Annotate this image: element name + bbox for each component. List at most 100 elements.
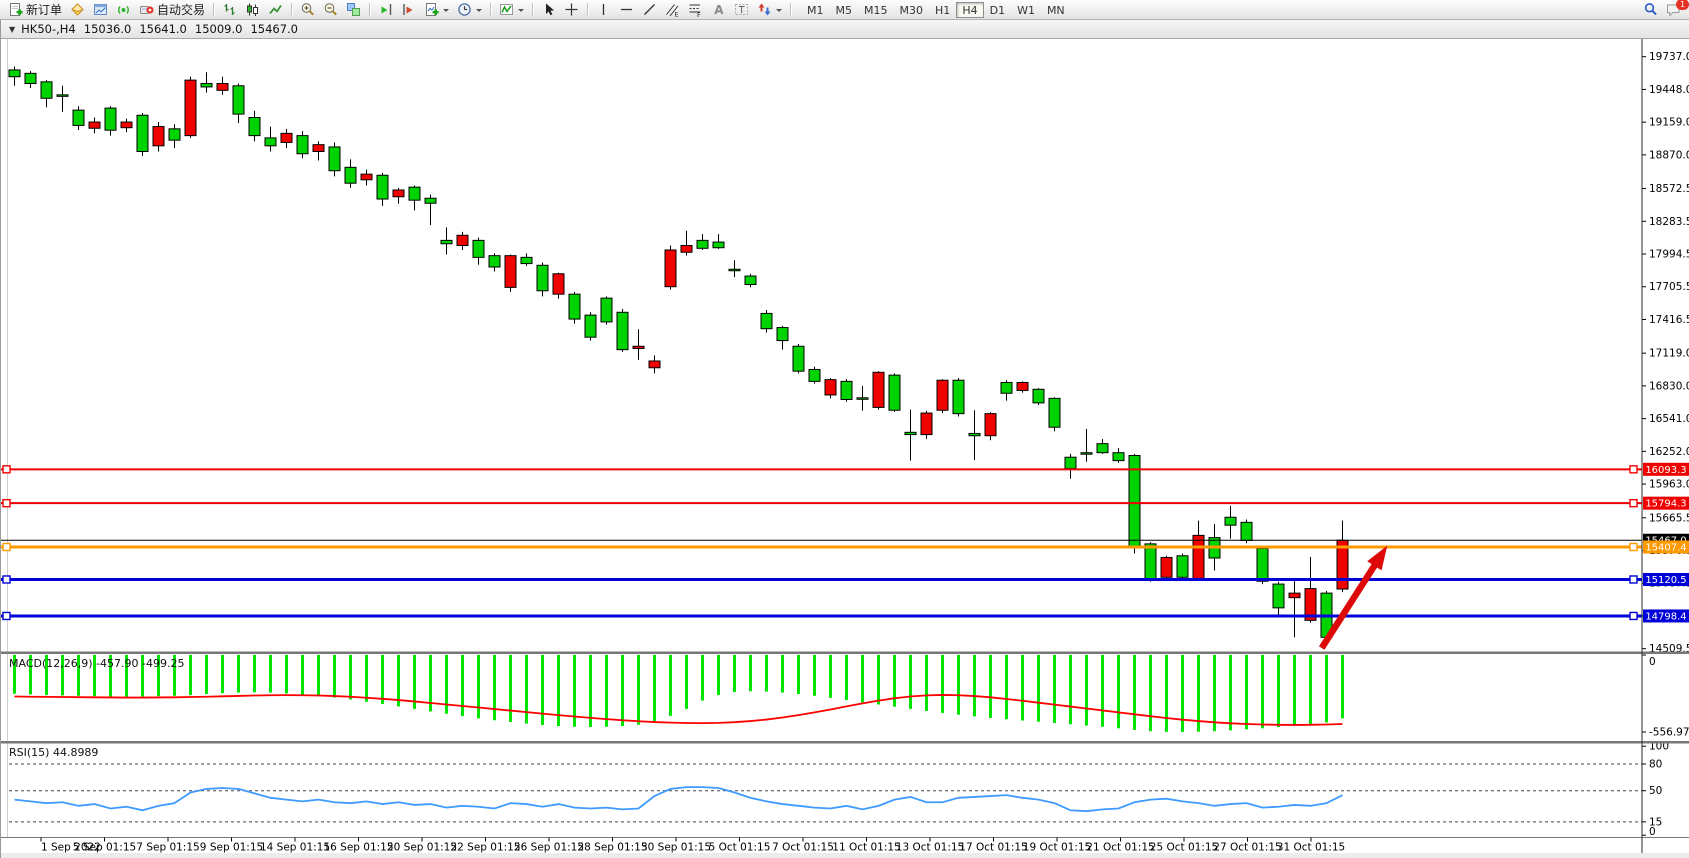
candle-body [504,255,517,288]
candle [600,296,613,325]
equidistant-channel-button[interactable]: E [661,1,684,19]
timeframe-button-w1[interactable]: W1 [1011,2,1041,18]
signals-button[interactable] [112,1,135,19]
macd-bar [1261,655,1264,729]
price-badge-label: 14798.4 [1645,611,1686,622]
cursor-icon [546,3,555,16]
arrow-objects-icon [758,3,771,16]
trendline-button[interactable] [638,1,661,19]
pane-separator[interactable] [1,741,1689,744]
candle [8,66,21,86]
bar-chart-button[interactable] [218,1,241,19]
line-anchor[interactable] [2,498,11,508]
rsi-axis-label: 100 [1649,741,1669,753]
date-axis-label: 9 Sep 01:15 [200,842,263,854]
line-anchor[interactable] [1629,611,1638,621]
scroll-to-end-icon [381,4,392,15]
macd-bar [189,655,192,696]
indicators-icon [500,4,514,15]
candlestick-chart-button[interactable] [241,1,264,19]
macd-bar [349,655,352,700]
timeframe-button-d1[interactable]: D1 [984,2,1011,18]
price-badge [1643,462,1689,476]
arrow-objects-button[interactable] [753,1,786,19]
text-label-button[interactable]: T [730,1,753,19]
price-tick-label: 19159.0 [1649,117,1689,129]
new-order-button[interactable]: 新订单 [4,1,66,19]
zoom-out-button[interactable] [319,1,342,19]
candle-body [232,85,245,115]
autotrade-button[interactable]: 自动交易 [135,1,209,19]
text-button[interactable]: A [707,1,730,19]
line-anchor[interactable] [1629,575,1638,584]
search-button[interactable] [1639,1,1662,19]
timeframe-button-m5[interactable]: M5 [830,2,859,18]
candle-body [872,371,885,408]
pane-separator[interactable] [1,651,1689,655]
timeframe-button-mn[interactable]: MN [1041,2,1071,18]
new-chart-button[interactable] [420,1,453,19]
macd-bar [285,655,288,694]
zoom-in-button[interactable] [296,1,319,19]
candle [344,159,357,188]
price-badge [1643,609,1689,623]
timeframe-button-h1[interactable]: H1 [929,2,956,18]
line-anchor[interactable] [2,542,11,552]
candle [936,379,949,414]
line-anchor[interactable] [2,611,11,621]
svg-text:E: E [675,11,679,18]
chart-background [1,39,1689,853]
macd-bar [13,655,16,694]
macd-bar [1165,655,1168,732]
candle-body [1064,456,1077,470]
candle [1304,556,1317,623]
candle-body [968,432,981,437]
period-clock-button[interactable] [453,1,486,19]
line-anchor[interactable] [2,465,11,474]
candle [472,237,485,265]
candle [632,329,645,360]
line-anchor[interactable] [2,575,11,584]
candle [568,291,581,324]
line-anchor[interactable] [1629,542,1638,552]
tile-windows-button[interactable] [342,1,365,19]
candle [360,169,373,186]
scroll-to-end-button[interactable] [374,1,397,19]
candle-body [936,379,949,411]
market-watch-button[interactable] [89,1,112,19]
macd-bar [1325,655,1328,723]
price-tick-label: 17119.0 [1649,348,1689,360]
cursor-button[interactable] [537,1,560,19]
candle-body [360,173,373,181]
macd-bar [1277,655,1280,728]
candle [792,343,805,374]
line-anchor[interactable] [1629,498,1638,508]
indicators-button[interactable] [495,1,528,19]
svg-text:A: A [714,3,724,17]
fibonacci-button[interactable]: F [684,1,707,19]
horizontal-line-button[interactable] [615,1,638,19]
timeframe-button-m1[interactable]: M1 [801,2,830,18]
line-anchor[interactable] [1629,465,1638,474]
timeframe-button-h4[interactable]: H4 [956,1,984,18]
profile-button[interactable] [66,1,89,19]
chat-unread-badge: 1 [1676,0,1689,10]
price-badge [1643,540,1689,554]
macd-bar [797,655,800,694]
candle [904,409,917,461]
line-chart-button[interactable] [264,1,287,19]
chat-button[interactable]: 1 [1662,0,1689,19]
candle-body [1224,516,1237,526]
crosshair-button[interactable] [560,1,583,19]
date-axis-label: 11 Oct 01:15 [832,842,900,854]
candle-body [104,107,117,131]
chart-menu-icon[interactable]: ▼ [9,24,16,34]
trend-arrow[interactable] [1318,545,1388,650]
price-chart[interactable]: 19737.0 19448.0 19159.0 18870.0 18572.5 18283… [1,20,1689,858]
vertical-line-button[interactable] [592,1,615,19]
timeframe-button-m15[interactable]: M15 [858,2,894,18]
chart-shift-button[interactable] [397,1,420,19]
price-tick-label: 17994.5 [1649,249,1689,261]
timeframe-button-m30[interactable]: M30 [894,2,930,18]
